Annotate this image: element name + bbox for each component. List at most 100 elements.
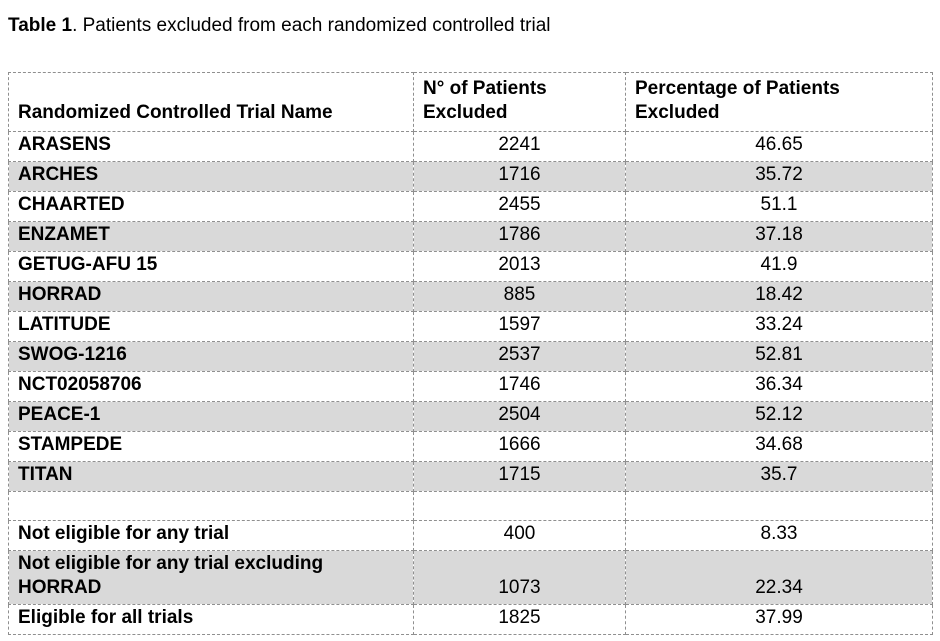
patients-excluded-cell: 1073 [413,550,626,605]
percentage-excluded-cell [625,491,933,521]
trial-name-text: ARASENS [18,134,111,155]
trial-name-text: Not eligible for any trial [18,523,230,544]
percentage-excluded-cell: 22.34 [625,550,933,605]
percentage-excluded-cell: 18.42 [625,281,933,312]
column-header-patients-excluded-label: N° of Patients Excluded [423,78,547,123]
percentage-excluded-cell: 37.99 [625,604,933,635]
table-row: PEACE-1 2504 52.12 [8,401,933,432]
patients-excluded-cell: 1825 [413,604,626,635]
patients-excluded-cell: 1715 [413,461,626,492]
patients-excluded-value: 2241 [498,134,541,155]
patients-excluded-cell: 885 [413,281,626,312]
percentage-excluded-value: 41.9 [760,254,798,275]
patients-excluded-cell [413,491,626,521]
percentage-excluded-cell: 36.34 [625,371,933,402]
trial-name-text: CHAARTED [18,194,125,215]
table-row: ENZAMET 1786 37.18 [8,221,933,252]
trial-name-text: STAMPEDE [18,434,123,455]
table-row [8,491,933,521]
column-header-trial-name: Randomized Controlled Trial Name [8,72,414,132]
trial-name-cell: ENZAMET [8,221,414,252]
percentage-excluded-value: 35.72 [755,164,803,185]
trial-name-text: GETUG-AFU 15 [18,254,158,275]
patients-excluded-cell: 1666 [413,431,626,462]
table-row: LATITUDE 1597 33.24 [8,311,933,342]
trial-name-text: HORRAD [18,284,102,305]
trial-name-text: Eligible for all trials [18,607,194,628]
trial-name-cell: GETUG-AFU 15 [8,251,414,282]
patients-excluded-value: 1073 [498,577,541,598]
patients-excluded-cell: 1597 [413,311,626,342]
patients-excluded-value: 400 [503,523,536,544]
percentage-excluded-value: 8.33 [760,523,798,544]
percentage-excluded-cell: 52.12 [625,401,933,432]
percentage-excluded-value: 37.18 [755,224,803,245]
table-row: NCT02058706 1746 36.34 [8,371,933,402]
percentage-excluded-value: 46.65 [755,134,803,155]
patients-excluded-table: Randomized Controlled Trial Name N° of P… [8,72,933,635]
table-row: GETUG-AFU 15 2013 41.9 [8,251,933,282]
patients-excluded-value: 1825 [498,607,541,628]
percentage-excluded-value: 52.81 [755,344,803,365]
patients-excluded-cell: 400 [413,520,626,551]
patients-excluded-cell: 1786 [413,221,626,252]
column-header-percentage-excluded: Percentage of Patients Excluded [625,72,933,132]
patients-excluded-value: 2504 [498,404,541,425]
trial-name-text: SWOG-1216 [18,344,127,365]
percentage-excluded-cell: 35.72 [625,161,933,192]
percentage-excluded-value: 52.12 [755,404,803,425]
table-caption-text: . Patients excluded from each randomized… [72,15,551,36]
percentage-excluded-cell: 37.18 [625,221,933,252]
patients-excluded-cell: 2455 [413,191,626,222]
percentage-excluded-value: 18.42 [755,284,803,305]
percentage-excluded-value: 36.34 [755,374,803,395]
column-header-patients-excluded: N° of Patients Excluded [413,72,626,132]
table-row: ARASENS 2241 46.65 [8,131,933,162]
trial-name-cell: TITAN [8,461,414,492]
percentage-excluded-value: 51.1 [760,194,798,215]
trial-name-cell: CHAARTED [8,191,414,222]
percentage-excluded-cell: 33.24 [625,311,933,342]
patients-excluded-value: 1746 [498,374,541,395]
trial-name-cell: PEACE-1 [8,401,414,432]
percentage-excluded-cell: 52.81 [625,341,933,372]
trial-name-text: Not eligible for any trial excluding HOR… [18,553,324,598]
patients-excluded-cell: 1746 [413,371,626,402]
percentage-excluded-cell: 8.33 [625,520,933,551]
patients-excluded-value: 2537 [498,344,541,365]
table-caption-label: Table 1 [8,15,73,36]
trial-name-cell: HORRAD [8,281,414,312]
patients-excluded-cell: 2013 [413,251,626,282]
table-caption: Table 1. Patients excluded from each ran… [8,13,550,39]
column-header-trial-name-label: Randomized Controlled Trial Name [18,102,333,123]
table-body: ARASENS 2241 46.65 ARCHES 1716 35.72 CHA… [8,131,933,635]
trial-name-cell: ARCHES [8,161,414,192]
trial-name-cell: NCT02058706 [8,371,414,402]
percentage-excluded-cell: 41.9 [625,251,933,282]
trial-name-cell: Eligible for all trials [8,604,414,635]
patients-excluded-value: 2013 [498,254,541,275]
percentage-excluded-cell: 51.1 [625,191,933,222]
table-row: SWOG-1216 2537 52.81 [8,341,933,372]
trial-name-text: NCT02058706 [18,374,142,395]
patients-excluded-value: 1715 [498,464,541,485]
table-row: ARCHES 1716 35.72 [8,161,933,192]
patients-excluded-value: 1597 [498,314,541,335]
trial-name-cell: ARASENS [8,131,414,162]
percentage-excluded-value: 35.7 [760,464,798,485]
table-row: HORRAD 885 18.42 [8,281,933,312]
trial-name-cell: Not eligible for any trial excluding HOR… [8,550,414,605]
patients-excluded-value: 885 [503,284,536,305]
table-row: TITAN 1715 35.7 [8,461,933,492]
trial-name-text: ARCHES [18,164,99,185]
percentage-excluded-value: 37.99 [755,607,803,628]
percentage-excluded-value: 33.24 [755,314,803,335]
patients-excluded-cell: 2504 [413,401,626,432]
percentage-excluded-cell: 34.68 [625,431,933,462]
percentage-excluded-cell: 46.65 [625,131,933,162]
trial-name-text: TITAN [18,464,73,485]
trial-name-text: LATITUDE [18,314,111,335]
table-row: Not eligible for any trial excluding HOR… [8,550,933,605]
table-row: CHAARTED 2455 51.1 [8,191,933,222]
